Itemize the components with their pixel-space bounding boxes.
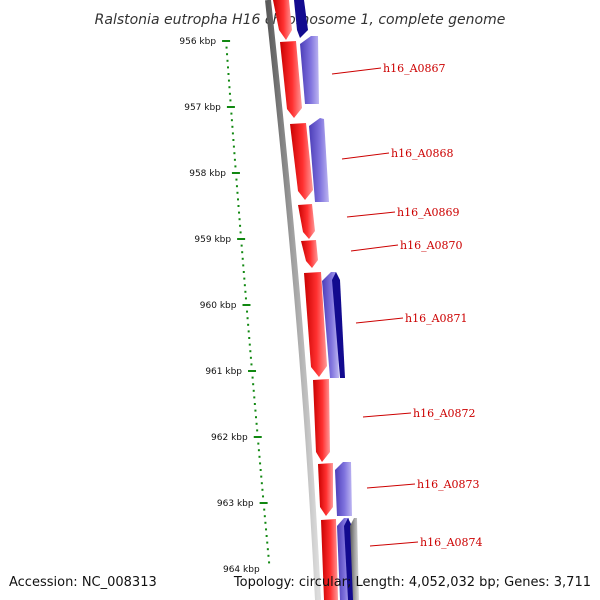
gene-label[interactable]: h16_A0872: [413, 407, 476, 420]
gene-label[interactable]: h16_A0869: [397, 206, 460, 219]
ruler-tick-label: 959 kbp: [194, 235, 231, 245]
ruler-tick-label: 963 kbp: [217, 499, 254, 509]
ruler-tick-label: 960 kbp: [200, 301, 237, 311]
gene-label-leader: [366, 483, 416, 489]
gene-labels: h16_A0867 h16_A0868 h16_A0869 h16_A0870 h16_…: [331, 62, 483, 549]
forward-cds-1[interactable]: [273, 0, 292, 40]
forward-cds-6[interactable]: [304, 272, 327, 377]
gene-label[interactable]: h16_A0874: [420, 536, 483, 549]
reverse-cds-2[interactable]: [300, 36, 319, 104]
reverse-cds-3[interactable]: [309, 118, 329, 202]
gene-label[interactable]: h16_A0868: [391, 147, 454, 160]
gene-label-leader: [355, 317, 404, 324]
ruler-tick-label: 964 kbp: [223, 565, 260, 575]
reverse-cds-5[interactable]: [332, 272, 345, 378]
gene-label[interactable]: h16_A0867: [383, 62, 446, 75]
forward-cds-4[interactable]: [298, 204, 315, 239]
gene-label-leader: [346, 211, 396, 218]
accession-text: Accession: NC_008313: [9, 575, 157, 590]
ruler-labels: 956 kbp 957 kbp 958 kbp 959 kbp 960 kbp 961 k…: [179, 37, 260, 575]
gene-label[interactable]: h16_A0871: [405, 312, 468, 325]
gene-label-leader: [362, 412, 412, 418]
forward-cds-3[interactable]: [290, 123, 313, 200]
ruler-tick-label: 961 kbp: [205, 367, 242, 377]
genome-summary-text: Topology: circular; Length: 4,052,032 bp…: [233, 575, 591, 590]
reverse-cds-1[interactable]: [294, 0, 308, 38]
gene-label-leader: [331, 67, 382, 75]
reverse-cds-6[interactable]: [335, 462, 352, 516]
forward-cds-5[interactable]: [301, 240, 318, 268]
chromosome-backbone: [265, 0, 321, 600]
reverse-cds-9[interactable]: [350, 518, 359, 600]
forward-cds-2[interactable]: [280, 41, 302, 118]
gene-features: [273, 0, 359, 600]
backbone-arc: [265, 0, 321, 600]
ruler-scale: [222, 40, 271, 564]
ruler-tick-label: 957 kbp: [184, 103, 221, 113]
gene-label-leader: [350, 244, 399, 252]
ruler-tick-label: 956 kbp: [179, 37, 216, 47]
forward-cds-9[interactable]: [321, 519, 338, 600]
gene-label-leader: [341, 152, 390, 160]
forward-cds-7[interactable]: [313, 379, 330, 462]
ruler-tick-label: 958 kbp: [189, 169, 226, 179]
gene-label[interactable]: h16_A0873: [417, 478, 480, 491]
gene-label[interactable]: h16_A0870: [400, 239, 463, 252]
gene-label-leader: [369, 541, 419, 547]
forward-cds-8[interactable]: [318, 463, 333, 516]
ruler-tick-label: 962 kbp: [211, 433, 248, 443]
